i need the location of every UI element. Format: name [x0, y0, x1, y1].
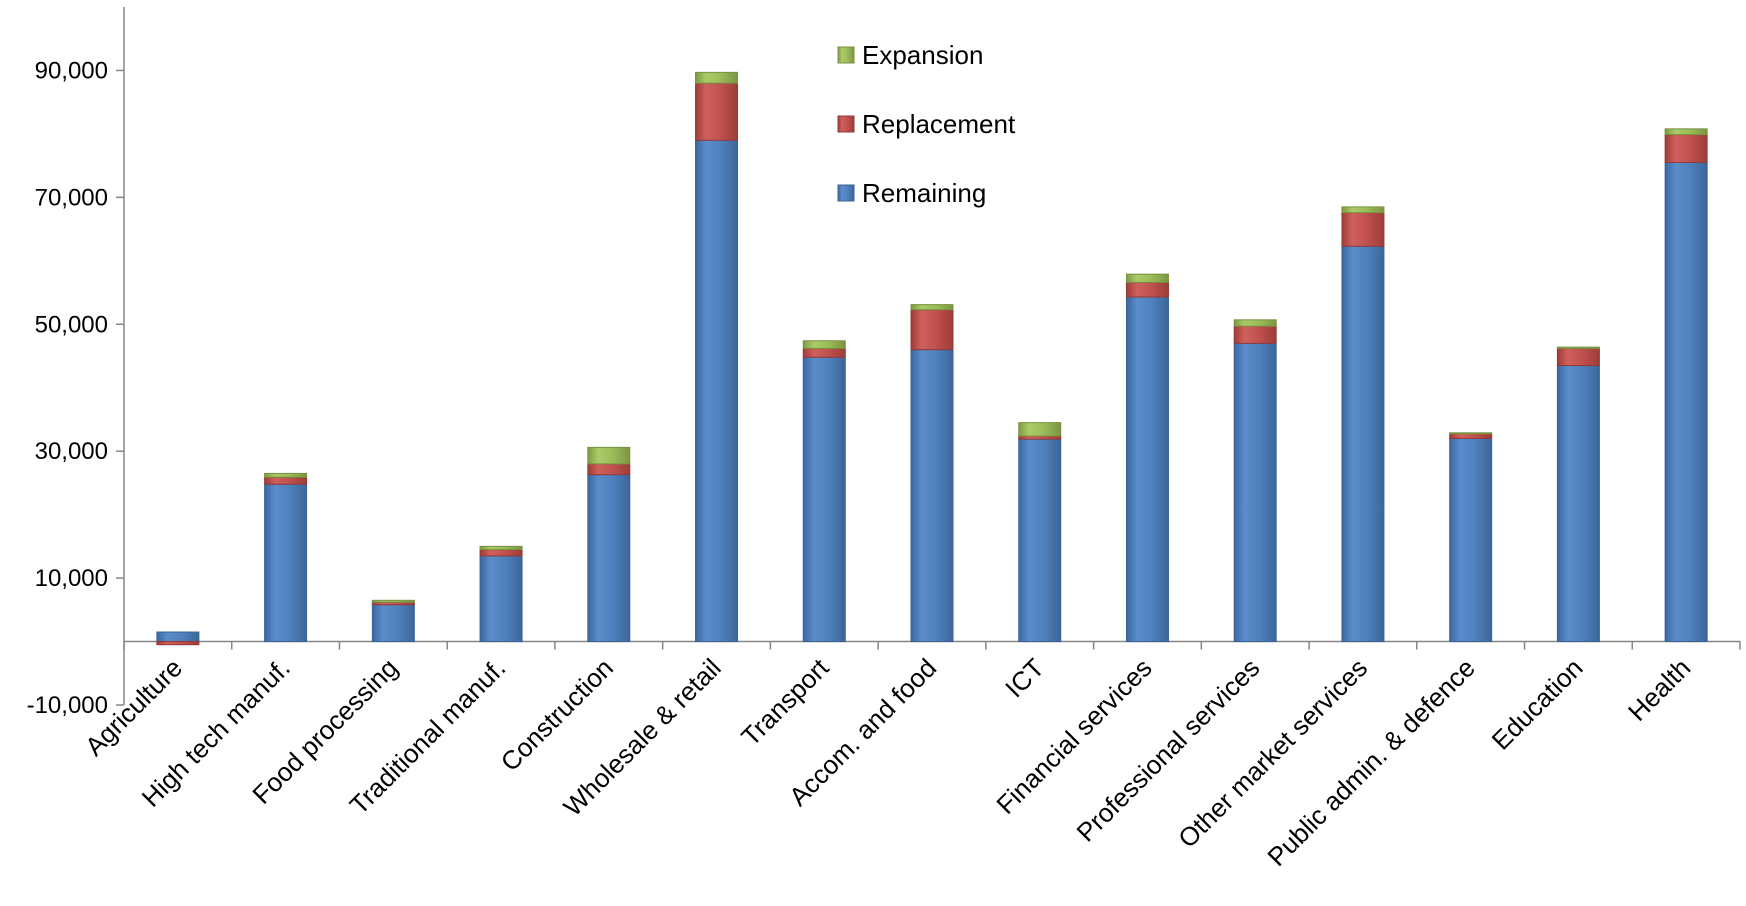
x-category-label: ICT: [999, 652, 1050, 703]
bar-remaining-2: [371, 604, 415, 643]
y-tick-label: 90,000: [35, 57, 108, 84]
bar-replacement-9: [1125, 281, 1169, 298]
bar-expansion-13: [1556, 346, 1600, 349]
legend-label-expansion: Expansion: [862, 40, 983, 70]
y-tick-label: 50,000: [35, 311, 108, 338]
bar-remaining-14: [1664, 161, 1708, 643]
y-tick-label: 10,000: [35, 565, 108, 592]
bar-replacement-11: [1341, 212, 1385, 247]
bar-replacement-5: [695, 82, 739, 141]
bars: [156, 71, 1708, 646]
legend-swatch-replacement: [837, 115, 855, 133]
bar-remaining-8: [1018, 438, 1062, 643]
bar-replacement-14: [1664, 134, 1708, 163]
y-tick-label: 70,000: [35, 184, 108, 211]
bar-replacement-13: [1556, 347, 1600, 367]
bar-expansion-3: [479, 545, 523, 551]
legend-label-replacement: Replacement: [862, 109, 1016, 139]
legend-swatch-expansion: [837, 46, 855, 64]
bar-remaining-0: [156, 631, 200, 643]
bar-replacement-10: [1233, 325, 1277, 344]
bar-remaining-7: [910, 349, 954, 643]
bar-remaining-3: [479, 555, 523, 643]
bar-replacement-0: [156, 641, 200, 646]
y-tick-label: 30,000: [35, 438, 108, 465]
bar-replacement-6: [802, 347, 846, 358]
bar-remaining-4: [587, 474, 631, 643]
bar-expansion-12: [1449, 432, 1493, 435]
bar-expansion-6: [802, 340, 846, 349]
x-category-label: Transport: [735, 652, 835, 752]
bar-remaining-1: [264, 483, 308, 643]
bar-remaining-9: [1125, 296, 1169, 643]
x-category-label: Public admin. & defence: [1261, 653, 1480, 872]
bar-expansion-10: [1233, 319, 1277, 327]
x-category-label: Professional services: [1071, 653, 1266, 848]
bar-remaining-5: [695, 139, 739, 643]
legend-swatch-remaining: [837, 184, 855, 202]
bar-expansion-4: [587, 446, 631, 465]
bar-expansion-11: [1341, 206, 1385, 214]
x-category-label: Health: [1622, 653, 1696, 727]
bar-remaining-11: [1341, 245, 1385, 643]
bar-replacement-7: [910, 309, 954, 351]
x-category-label: Other market services: [1172, 653, 1373, 854]
x-category-label: Education: [1486, 653, 1589, 756]
bar-expansion-5: [695, 71, 739, 84]
bar-expansion-8: [1018, 422, 1062, 437]
bar-replacement-4: [587, 463, 631, 476]
bar-expansion-14: [1664, 128, 1708, 136]
y-tick-label: -10,000: [27, 692, 108, 719]
bar-expansion-2: [371, 599, 415, 603]
legend-label-remaining: Remaining: [862, 178, 986, 208]
bar-expansion-1: [264, 472, 308, 478]
legend: Expansion Replacement Remaining: [837, 40, 1016, 208]
bar-remaining-10: [1233, 342, 1277, 643]
bar-replacement-1: [264, 476, 308, 485]
bar-remaining-12: [1449, 437, 1493, 643]
bar-expansion-9: [1125, 273, 1169, 283]
bar-replacement-3: [479, 549, 523, 557]
bar-remaining-13: [1556, 365, 1600, 643]
bar-remaining-6: [802, 356, 846, 643]
bar-expansion-7: [910, 304, 954, 311]
